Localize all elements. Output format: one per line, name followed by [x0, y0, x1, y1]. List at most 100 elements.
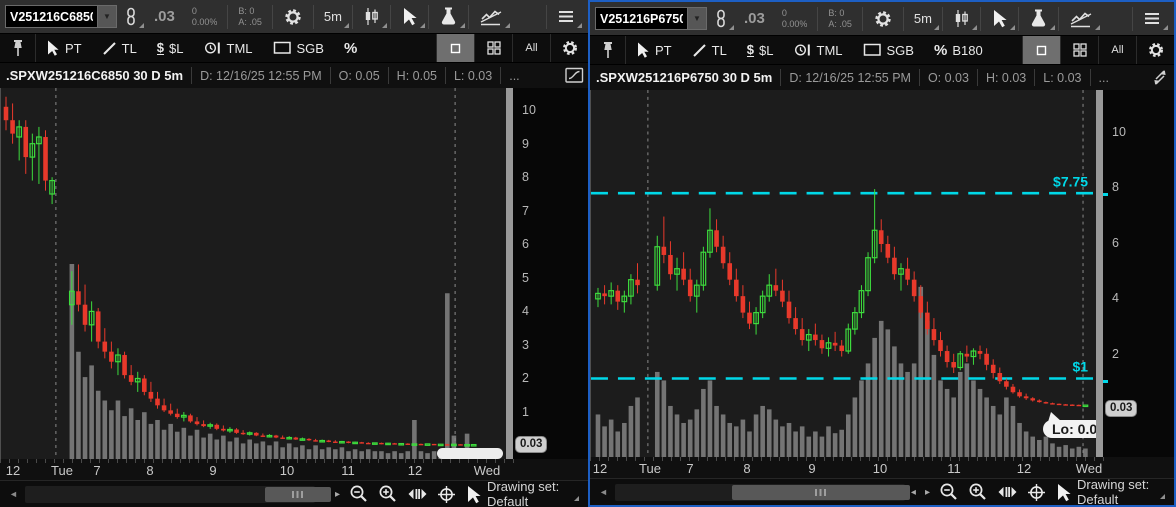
chart-settings-button[interactable]: [865, 5, 901, 32]
layout-settings-button[interactable]: [550, 34, 588, 62]
cursor-tool-button[interactable]: [393, 3, 426, 30]
price-tick: 3: [522, 337, 529, 352]
divider: [861, 6, 863, 31]
pin-toolbar-button[interactable]: [0, 34, 36, 62]
chart-curve-box-icon[interactable]: [560, 67, 588, 84]
swap-arrows-icon[interactable]: [1146, 69, 1174, 86]
pan-left-button[interactable]: ◂: [910, 486, 916, 498]
last-price-label: 0.03: [1105, 399, 1138, 417]
timeline-tool-button[interactable]: TML: [784, 36, 853, 64]
trendline-tool-button[interactable]: TL: [92, 34, 147, 62]
studies-button[interactable]: [431, 3, 466, 30]
header-more[interactable]: ...: [500, 67, 527, 84]
percent-tool-button[interactable]: % B180: [924, 36, 993, 64]
pointer-tool-button[interactable]: PT: [36, 34, 92, 62]
symbol-input[interactable]: [6, 6, 97, 27]
time-scrollbar-thumb[interactable]: [731, 484, 910, 500]
price-level-tool-button[interactable]: $ $L: [746, 42, 774, 58]
single-chart-layout-button[interactable]: [1022, 36, 1060, 64]
divider: [546, 4, 547, 29]
zoom-in-button[interactable]: [375, 484, 401, 504]
crosshair-button[interactable]: [434, 485, 459, 504]
drawing-set-selector[interactable]: Drawing set: Default: [1077, 477, 1169, 505]
chart-type-button[interactable]: [355, 3, 388, 30]
pointer-mode-button[interactable]: [462, 485, 484, 504]
pointer-tool-button[interactable]: PT: [626, 36, 682, 64]
cursor-tool-button[interactable]: [983, 5, 1016, 32]
zoom-out-button[interactable]: [936, 482, 962, 502]
link-icon: [127, 7, 135, 26]
timeframe-button[interactable]: 5m: [316, 3, 350, 30]
symbol-input[interactable]: [596, 8, 687, 29]
timeframe-button[interactable]: 5m: [906, 5, 940, 32]
bid-ask-block: B: 0 A: .05: [828, 8, 852, 29]
divider: [902, 6, 904, 31]
crosshair-button[interactable]: [1024, 483, 1049, 502]
price-axis[interactable]: 10 9 8 7 6 5 4 3 2 1 0.03: [513, 88, 588, 459]
vertical-scrollbar[interactable]: [506, 88, 513, 459]
chart-settings-button[interactable]: [275, 3, 311, 30]
time-scrollbar-track[interactable]: [24, 485, 331, 503]
pan-right-button[interactable]: ▸: [334, 488, 340, 500]
price-axis[interactable]: 10 8 6 4 2 0.03: [1103, 90, 1174, 457]
header-more[interactable]: ...: [1089, 69, 1117, 86]
sgb-tool-button[interactable]: SGB: [853, 36, 924, 64]
corner-triangle-icon: [1009, 25, 1015, 30]
sgb-tool-button[interactable]: SGB: [263, 34, 334, 62]
price-chart-canvas[interactable]: [0, 88, 506, 459]
chevron-down-icon: ▼: [693, 14, 701, 23]
link-button[interactable]: [117, 3, 145, 30]
time-scrollbar-thumb[interactable]: [264, 486, 331, 502]
chart-title: .SPXW251216P6750 30 D 5m: [596, 70, 773, 85]
chart-type-button[interactable]: [945, 5, 978, 32]
rectangle-icon: [863, 43, 881, 56]
grid-squares-icon: [1072, 43, 1087, 57]
price-level-tool-button[interactable]: $ $L: [156, 40, 184, 56]
drawing-set-selector[interactable]: Drawing set: Default: [487, 479, 583, 507]
patterns-button[interactable]: [471, 3, 511, 30]
chart-menu-button[interactable]: [1135, 5, 1169, 32]
zoom-in-button[interactable]: [965, 482, 991, 502]
time-tick: 9: [209, 463, 217, 478]
link-button[interactable]: [707, 5, 735, 32]
scroll-left-button[interactable]: ◄: [599, 487, 608, 497]
last-price-label: 0.03: [515, 435, 548, 453]
percent-tool-button[interactable]: %: [334, 34, 372, 62]
cursor-icon: [993, 10, 1007, 28]
price-chart-canvas[interactable]: $7.75 $1 Lo: 0.03: [590, 90, 1096, 457]
fit-width-button[interactable]: [404, 486, 431, 502]
timeline-tool-button[interactable]: TML: [194, 34, 263, 62]
price-tick: 2: [1112, 346, 1119, 361]
time-scrollbar-track[interactable]: [614, 483, 910, 501]
chart-panel-call: ▼ .03 00.00% B: 0A: .05 5m: [0, 0, 588, 507]
time-tick: 9: [808, 461, 816, 476]
time-axis[interactable]: 12 Tue 7 8 9 10 11 12 Wed: [590, 457, 1174, 478]
all-charts-button[interactable]: All: [512, 34, 550, 62]
symbol-dropdown-button[interactable]: ▼: [97, 6, 116, 27]
trendline-tool-button[interactable]: TL: [682, 36, 737, 64]
fit-width-button[interactable]: [994, 484, 1021, 500]
pin-toolbar-button[interactable]: [590, 36, 626, 64]
all-charts-button[interactable]: All: [1098, 36, 1136, 64]
price-tick: 8: [1112, 180, 1119, 195]
divider: [1017, 6, 1019, 31]
header-high: H: 0.05: [387, 67, 445, 84]
grid-layout-button[interactable]: [1060, 36, 1098, 64]
single-chart-layout-button[interactable]: [436, 34, 474, 62]
layout-settings-button[interactable]: [1136, 36, 1174, 64]
pan-right-button[interactable]: ▸: [924, 486, 930, 498]
time-axis[interactable]: 12 Tue 7 8 9 10 11 12 Wed: [0, 459, 588, 480]
scroll-left-button[interactable]: ◄: [9, 489, 18, 499]
pointer-mode-button[interactable]: [1052, 483, 1074, 502]
grid-layout-button[interactable]: [474, 34, 512, 62]
studies-button[interactable]: [1021, 5, 1056, 32]
chart-menu-button[interactable]: [549, 3, 583, 30]
magnifier-minus-icon: [940, 483, 957, 500]
vertical-scrollbar[interactable]: [1096, 90, 1103, 457]
symbol-dropdown-button[interactable]: ▼: [687, 8, 706, 29]
zoom-out-button[interactable]: [346, 484, 372, 504]
header-open: O: 0.05: [329, 67, 388, 84]
cursor-icon: [403, 8, 417, 26]
patterns-button[interactable]: [1061, 5, 1101, 32]
last-price: .03: [744, 10, 765, 27]
